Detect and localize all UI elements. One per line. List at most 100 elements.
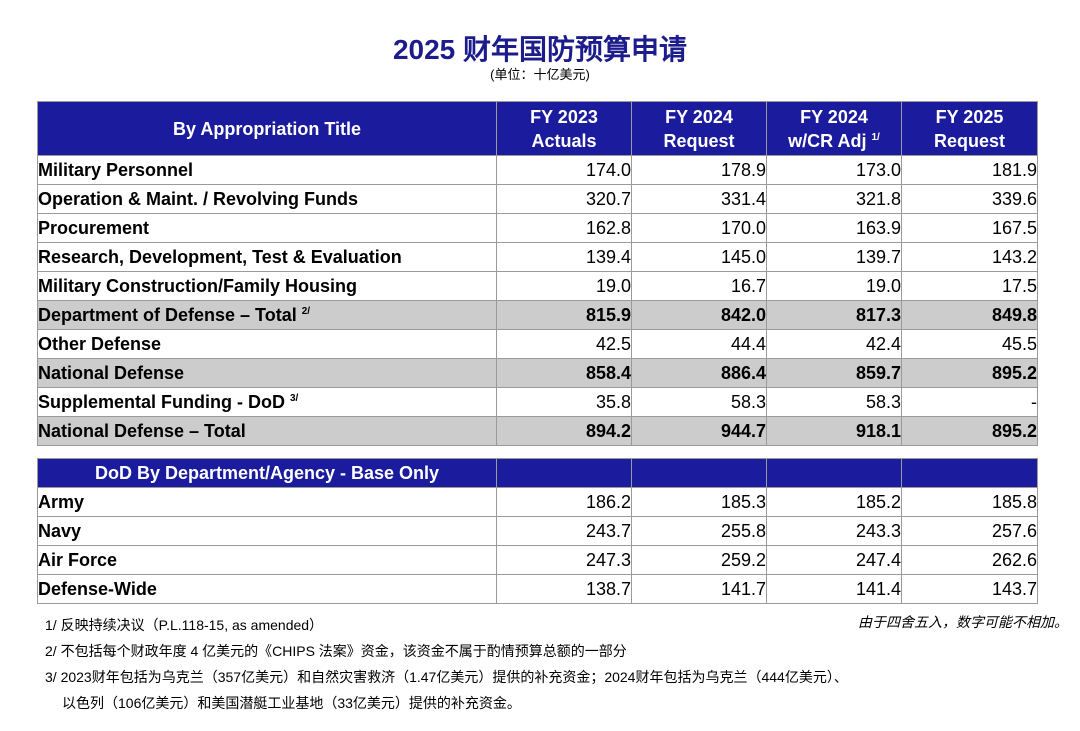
value-cell: 186.2 [496, 487, 632, 517]
footnote-marker: 1/ [871, 131, 880, 143]
value-cell: 185.3 [631, 487, 767, 517]
row-label: Army [37, 487, 497, 517]
row-label: Defense-Wide [37, 574, 497, 604]
row-label-text: Supplemental Funding - DoD [38, 391, 285, 412]
table-row: Operation & Maint. / Revolving Funds 320.… [37, 184, 1038, 214]
total-row: National Defense – Total 894.2 944.7 918.1 8… [37, 416, 1038, 446]
header-fy2023-line1: FY 2023 [530, 106, 598, 127]
table-row: Other Defense 42.5 44.4 42.4 45.5 [37, 329, 1038, 359]
value-cell: 162.8 [496, 213, 632, 243]
value-cell: 42.4 [766, 329, 902, 359]
value-cell: 894.2 [496, 416, 632, 446]
value-cell: 815.9 [496, 300, 632, 330]
department-table: DoD By Department/Agency - Base Only Arm… [37, 458, 1038, 604]
value-cell: 185.8 [901, 487, 1038, 517]
header-fy2024cr-line1: FY 2024 [800, 106, 868, 127]
header-fy2023-line2: Actuals [531, 130, 597, 151]
table-row: Research, Development, Test & Evaluation… [37, 242, 1038, 272]
row-label-text: Army [38, 491, 85, 512]
value-cell: 886.4 [631, 358, 767, 388]
value-cell: 141.7 [631, 574, 767, 604]
row-label-text: Air Force [38, 549, 118, 570]
table-row: Navy 243.7 255.8 243.3 257.6 [37, 516, 1038, 546]
row-label: Supplemental Funding - DoD 3/ [37, 387, 497, 417]
appropriation-table: By Appropriation Title FY 2023 Actuals F… [37, 101, 1038, 446]
header-empty-cell [766, 458, 902, 488]
value-cell: 17.5 [901, 271, 1038, 301]
total-row: Department of Defense – Total 2/815.9 842… [37, 300, 1038, 330]
unit-label: (单位：十亿美元) [490, 67, 590, 82]
table-row: Military Personnel 174.0 178.9 173.0 181.9 [37, 155, 1038, 185]
row-label: National Defense [37, 358, 497, 388]
footnote-2: 2/ 不包括每个财政年度 4 亿美元的《CHIPS 法案》资金，该资金不属于酌情… [45, 643, 627, 659]
value-cell: 247.3 [496, 545, 632, 575]
value-cell: 44.4 [631, 329, 767, 359]
value-cell: 331.4 [631, 184, 767, 214]
rounding-note: 由于四舍五入，数字可能不相加。 [858, 616, 1068, 631]
value-cell: 145.0 [631, 242, 767, 272]
row-label-text: Operation & Maint. / Revolving Funds [38, 188, 359, 209]
value-cell: 842.0 [631, 300, 767, 330]
value-cell: 167.5 [901, 213, 1038, 243]
table-row: Supplemental Funding - DoD 3/35.8 58.3 58.… [37, 387, 1038, 417]
value-cell: 170.0 [631, 213, 767, 243]
row-label: Operation & Maint. / Revolving Funds [37, 184, 497, 214]
value-cell: 143.7 [901, 574, 1038, 604]
value-cell: 918.1 [766, 416, 902, 446]
table-row: Defense-Wide 138.7 141.7 141.4 143.7 [37, 574, 1038, 604]
value-cell: 849.8 [901, 300, 1038, 330]
value-cell: 944.7 [631, 416, 767, 446]
row-label: Department of Defense – Total 2/ [37, 300, 497, 330]
value-cell: 143.2 [901, 242, 1038, 272]
row-label: National Defense – Total [37, 416, 497, 446]
footnote-3: 3/ 2023财年包括为乌克兰（357亿美元）和自然灾害救济（1.47亿美元）提… [45, 669, 848, 685]
value-cell: 42.5 [496, 329, 632, 359]
value-cell: 174.0 [496, 155, 632, 185]
row-label-text: Other Defense [38, 333, 162, 354]
department-table-header: DoD By Department/Agency - Base Only [37, 458, 1038, 488]
header-empty-cell [496, 458, 632, 488]
header-fy2024-request: FY 2024 Request [631, 101, 767, 156]
header-fy2025-line2: Request [933, 130, 1005, 151]
value-cell: 181.9 [901, 155, 1038, 185]
value-cell: 178.9 [631, 155, 767, 185]
value-cell: 859.7 [766, 358, 902, 388]
value-cell: 163.9 [766, 213, 902, 243]
header-empty-cell [901, 458, 1038, 488]
value-cell: 895.2 [901, 358, 1038, 388]
value-cell: 243.3 [766, 516, 902, 546]
row-label: Military Personnel [37, 155, 497, 185]
total-row: National Defense 858.4 886.4 859.7 895.2 [37, 358, 1038, 388]
appropriation-table-header: By Appropriation Title FY 2023 Actuals F… [37, 101, 1038, 156]
value-cell: 243.7 [496, 516, 632, 546]
page-title: 2025 财年国防预算申请 [392, 34, 688, 65]
row-label-text: Defense-Wide [38, 578, 157, 599]
row-label: Other Defense [37, 329, 497, 359]
value-cell: 339.6 [901, 184, 1038, 214]
row-label: Air Force [37, 545, 497, 575]
table-row: Procurement 162.8 170.0 163.9 167.5 [37, 213, 1038, 243]
table-row: Military Construction/Family Housing 19.0… [37, 271, 1038, 301]
header-fy2024cr-line2: w/CR Adj [788, 130, 867, 151]
header-appropriation-title: By Appropriation Title [37, 101, 497, 156]
row-label-text: Procurement [38, 217, 150, 238]
value-cell: 139.7 [766, 242, 902, 272]
value-cell: 45.5 [901, 329, 1038, 359]
footnote-1: 1/ 反映持续决议（P.L.118-15, as amended） [45, 617, 324, 633]
row-label-text: Navy [38, 520, 82, 541]
footnote-3-continued: 以色列（106亿美元）和美国潜艇工业基地（33亿美元）提供的补充资金。 [62, 695, 521, 711]
value-cell: 255.8 [631, 516, 767, 546]
value-cell: 320.7 [496, 184, 632, 214]
row-label-text: National Defense – Total [38, 420, 246, 441]
header-empty-cell [631, 458, 767, 488]
value-cell: 16.7 [631, 271, 767, 301]
value-cell: 321.8 [766, 184, 902, 214]
value-cell: 58.3 [766, 387, 902, 417]
value-cell: 858.4 [496, 358, 632, 388]
footnote-marker: 2/ [301, 305, 311, 317]
header-department-agency: DoD By Department/Agency - Base Only [37, 458, 497, 488]
row-label-text: Research, Development, Test & Evaluation [38, 246, 402, 267]
value-cell: 257.6 [901, 516, 1038, 546]
value-cell: 58.3 [631, 387, 767, 417]
row-label-text: National Defense [38, 362, 185, 383]
